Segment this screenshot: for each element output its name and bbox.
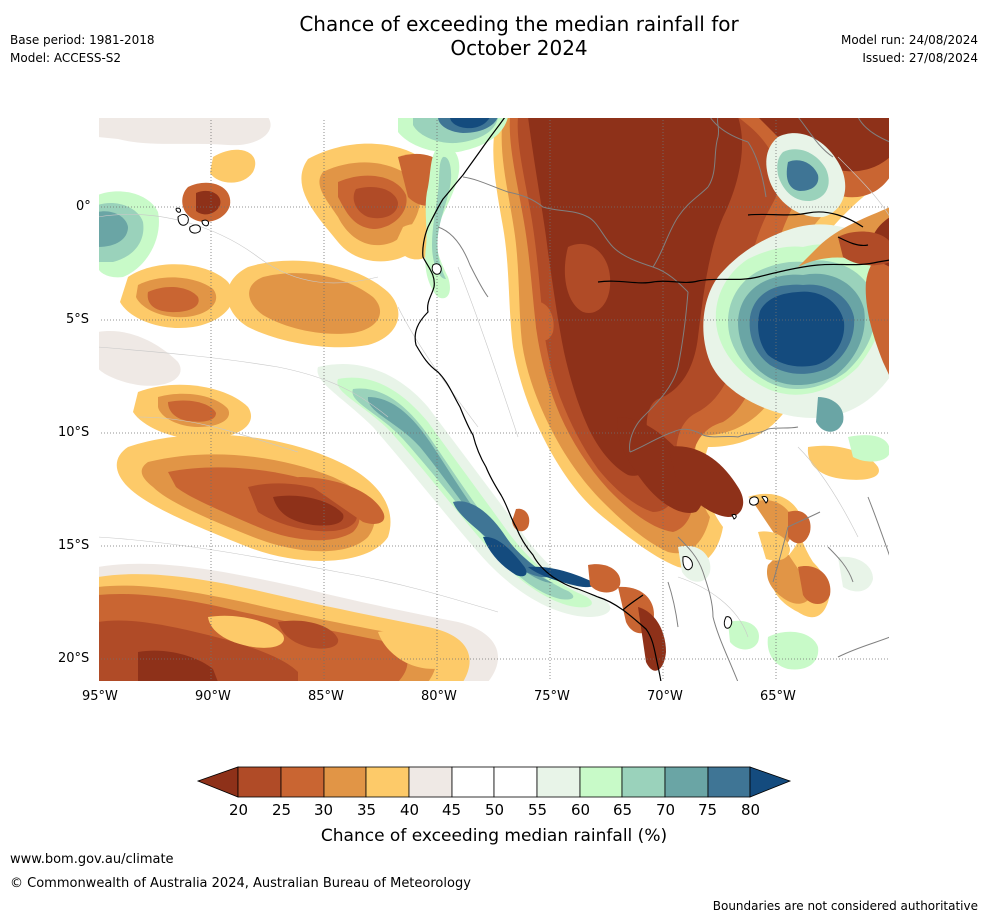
colorbar-low-arrow [196,766,239,798]
footer-url: www.bom.gov.au/climate [10,852,174,867]
lon-label-65w: 65°W [760,689,796,704]
land-south [678,435,890,670]
map-title: Chance of exceeding the median rainfall … [0,12,988,60]
colorbar-tick-20: 20 [229,801,249,819]
rainfall-map [98,117,890,682]
colorbar-tick-35: 35 [357,801,377,819]
country-borders [437,117,890,682]
title-line-1: Chance of exceeding the median rainfall … [299,12,739,36]
colorbar-tick-45: 45 [442,801,462,819]
colorbar-bin-60-65 [579,766,623,798]
land-north-east [398,117,890,432]
footer-disclaimer: Boundaries are not considered authoritat… [712,899,978,913]
colorbar-high-arrow [749,766,792,798]
lon-label-75w: 75°W [534,689,570,704]
islands [175,207,769,629]
model-run: Model run: 24/08/2024 [840,33,978,47]
lat-label-5s: 5°S [66,312,90,327]
ocean-north-blobs [98,117,449,386]
colorbar-bin-40-45 [408,766,453,798]
lat-label-15s: 15°S [58,538,90,553]
contour-lines [98,156,890,638]
colorbar-bin-35-40 [365,766,410,798]
colorbar-tick-60: 60 [571,801,591,819]
coastal-green-band [317,363,611,617]
ocean-west-blob [98,149,256,278]
colorbar-bin-50-55 [493,766,538,798]
footer-copyright: © Commonwealth of Australia 2024, Austra… [10,876,471,891]
lat-label-10s: 10°S [58,425,90,440]
colorbar [196,766,792,798]
ocean-south-brown [116,384,391,561]
ocean-southwest-brown [98,563,498,682]
colorbar-tick-70: 70 [656,801,676,819]
lon-label-85w: 85°W [308,689,344,704]
colorbar-tick-65: 65 [613,801,633,819]
model-name: Model: ACCESS-S2 [10,51,122,65]
colorbar-title: Chance of exceeding median rainfall (%) [320,826,668,846]
lon-label-70w: 70°W [647,689,683,704]
colorbar-bin-20-25 [237,766,282,798]
lon-label-90w: 90°W [195,689,231,704]
colorbar-bin-65-70 [621,766,666,798]
colorbar-bin-25-30 [280,766,325,798]
coastline [414,117,662,682]
colorbar-tick-55: 55 [528,801,548,819]
colorbar-tick-75: 75 [698,801,718,819]
coastal-brown-spots [512,508,666,671]
issued-date: Issued: 27/08/2024 [862,51,978,65]
gridlines [98,117,890,682]
colorbar-tick-80: 80 [741,801,761,819]
colorbar-bin-45-50 [451,766,495,798]
colorbar-bin-75-80 [707,766,751,798]
colorbar-tick-40: 40 [400,801,420,819]
lat-label-0: 0° [76,199,91,214]
colorbar-bin-30-35 [323,766,367,798]
lat-label-20s: 20°S [58,651,90,666]
base-period: Base period: 1981-2018 [10,33,155,47]
title-line-2: October 2024 [450,36,588,60]
lon-label-95w: 95°W [82,689,118,704]
colorbar-tick-25: 25 [272,801,292,819]
lon-label-80w: 80°W [421,689,457,704]
amazon-river [597,211,890,284]
colorbar-tick-50: 50 [485,801,505,819]
colorbar-bin-70-75 [664,766,709,798]
colorbar-bin-55-60 [536,766,581,798]
colorbar-tick-30: 30 [314,801,334,819]
